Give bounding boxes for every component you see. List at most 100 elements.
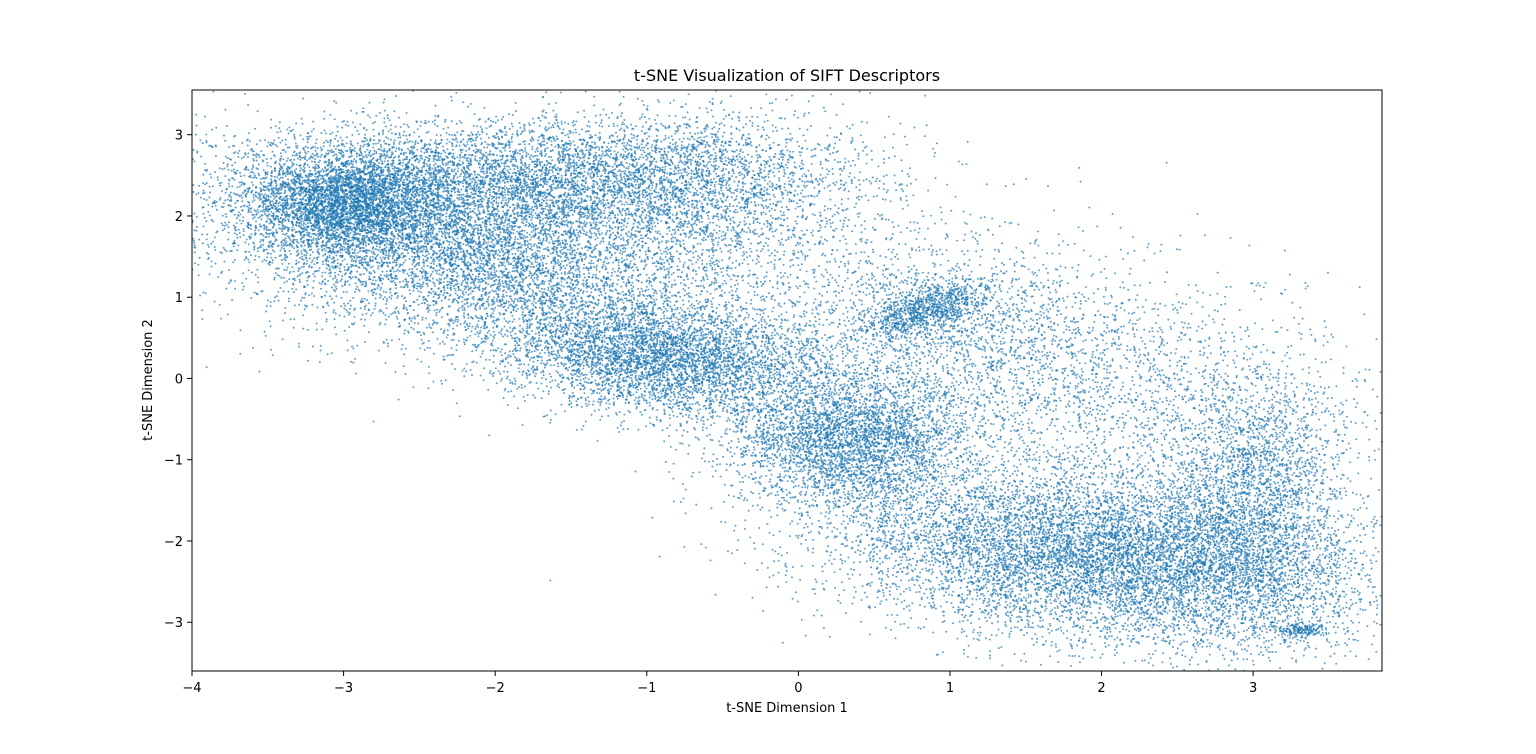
scatter-point bbox=[760, 265, 763, 268]
scatter-point bbox=[327, 193, 330, 196]
scatter-point bbox=[373, 135, 376, 137]
scatter-point bbox=[323, 209, 326, 212]
scatter-point bbox=[274, 193, 277, 196]
scatter-point bbox=[325, 220, 328, 223]
scatter-point bbox=[455, 226, 458, 229]
scatter-point bbox=[260, 183, 263, 185]
scatter-point bbox=[325, 263, 328, 266]
scatter-point bbox=[364, 173, 367, 175]
scatter-point bbox=[455, 299, 458, 302]
scatter-point bbox=[253, 216, 256, 219]
scatter-point bbox=[345, 220, 348, 222]
scatter-point bbox=[245, 256, 248, 259]
scatter-point bbox=[621, 214, 624, 217]
scatter-point bbox=[445, 215, 448, 218]
scatter-point bbox=[358, 168, 361, 171]
scatter-point bbox=[333, 301, 336, 304]
scatter-point bbox=[282, 242, 285, 245]
scatter-point bbox=[358, 199, 361, 202]
scatter-point bbox=[281, 176, 284, 179]
scatter-point bbox=[393, 236, 396, 239]
scatter-point bbox=[370, 175, 373, 178]
scatter-point bbox=[573, 253, 576, 256]
scatter-point bbox=[371, 294, 374, 297]
scatter-point bbox=[273, 219, 276, 222]
scatter-point bbox=[363, 221, 366, 224]
scatter-point bbox=[358, 154, 361, 157]
scatter-point bbox=[254, 174, 256, 177]
scatter-point bbox=[265, 235, 268, 238]
scatter-point bbox=[257, 172, 260, 175]
scatter-point bbox=[414, 143, 416, 146]
scatter-point bbox=[406, 197, 409, 200]
scatter-point bbox=[262, 208, 265, 211]
scatter-point bbox=[347, 202, 350, 205]
scatter-point bbox=[386, 169, 389, 172]
scatter-point bbox=[282, 169, 285, 172]
scatter-point bbox=[501, 196, 504, 199]
scatter-point bbox=[399, 210, 402, 213]
scatter-point bbox=[412, 289, 415, 292]
scatter-point bbox=[240, 205, 242, 208]
scatter-point bbox=[282, 197, 285, 200]
scatter-point bbox=[698, 232, 701, 235]
scatter-point bbox=[287, 181, 290, 184]
scatter-point bbox=[717, 273, 720, 276]
scatter-point bbox=[242, 228, 245, 230]
scatter-point bbox=[530, 231, 533, 233]
scatter-point bbox=[306, 259, 308, 262]
scatter-point bbox=[350, 270, 353, 273]
scatter-point bbox=[367, 189, 369, 192]
scatter-point bbox=[250, 271, 253, 274]
scatter-point bbox=[418, 258, 421, 260]
scatter-point bbox=[381, 160, 384, 163]
scatter-point bbox=[260, 225, 263, 228]
scatter-point bbox=[247, 223, 250, 226]
scatter-point bbox=[237, 155, 240, 158]
scatter-point bbox=[557, 218, 560, 221]
scatter-point bbox=[351, 144, 354, 147]
scatter-point bbox=[332, 277, 335, 280]
scatter-point bbox=[539, 256, 542, 259]
scatter-point bbox=[276, 131, 279, 134]
scatter-point bbox=[349, 227, 352, 230]
scatter-point bbox=[479, 374, 482, 377]
scatter-point bbox=[543, 248, 545, 251]
scatter-point bbox=[278, 169, 281, 172]
scatter-point bbox=[288, 213, 291, 216]
scatter-point bbox=[280, 195, 283, 198]
scatter-point bbox=[713, 288, 716, 291]
scatter-point bbox=[393, 196, 396, 199]
scatter-point bbox=[311, 202, 314, 205]
scatter-point bbox=[315, 217, 318, 219]
scatter-point bbox=[301, 203, 304, 206]
scatter-point bbox=[414, 240, 417, 243]
scatter-point bbox=[386, 181, 389, 184]
scatter-point bbox=[500, 354, 503, 357]
scatter-point bbox=[401, 164, 404, 167]
scatter-point bbox=[331, 179, 334, 182]
scatter-point bbox=[420, 360, 423, 363]
scatter-point bbox=[354, 233, 357, 236]
scatter-point bbox=[236, 249, 239, 252]
scatter-point bbox=[215, 231, 218, 234]
scatter-point bbox=[408, 216, 411, 219]
scatter-point bbox=[615, 274, 618, 277]
scatter-point bbox=[355, 254, 358, 257]
scatter-point bbox=[279, 186, 282, 189]
scatter-point bbox=[493, 271, 496, 274]
scatter-point bbox=[368, 179, 371, 182]
scatter-point bbox=[569, 209, 572, 212]
scatter-point bbox=[601, 415, 603, 418]
scatter-point bbox=[356, 285, 359, 288]
scatter-point bbox=[335, 217, 338, 220]
scatter-point bbox=[284, 206, 287, 209]
scatter-point bbox=[306, 196, 309, 199]
scatter-point bbox=[351, 178, 354, 181]
scatter-point bbox=[492, 290, 495, 293]
scatter-point bbox=[302, 213, 305, 215]
scatter-point bbox=[432, 380, 435, 383]
scatter-point bbox=[234, 202, 237, 205]
scatter-point bbox=[372, 195, 375, 198]
scatter-point bbox=[417, 290, 420, 293]
